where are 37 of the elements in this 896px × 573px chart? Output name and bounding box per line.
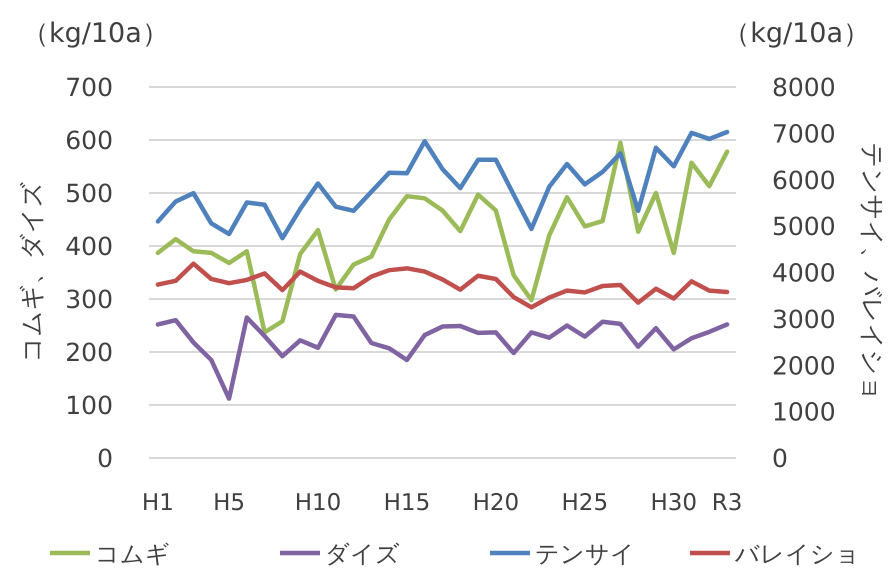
x-tick-label: H1 bbox=[142, 490, 174, 516]
x-tick-label: H20 bbox=[472, 490, 520, 516]
line-series bbox=[156, 130, 730, 240]
legend-label: テンサイ bbox=[535, 540, 635, 568]
y2-tick-label: 6000 bbox=[772, 166, 836, 195]
legend-label: ダイズ bbox=[325, 540, 400, 568]
legend-label: バレイショ bbox=[734, 540, 860, 568]
y-tick-label: 600 bbox=[65, 126, 113, 155]
text: （kg/10a） bbox=[22, 18, 169, 49]
y-tick-label: 700 bbox=[65, 73, 113, 102]
x-tick-label: R3 bbox=[712, 490, 742, 516]
y2-tick-label: 1000 bbox=[772, 398, 836, 427]
y2-tick-label: 4000 bbox=[772, 258, 836, 288]
y-tick-label: 300 bbox=[65, 285, 113, 314]
line-series bbox=[156, 312, 730, 401]
y2-tick-label: 2000 bbox=[772, 351, 836, 380]
y2-tick-label: 3000 bbox=[772, 304, 836, 334]
y-tick-label: 500 bbox=[65, 179, 113, 208]
y-tick-label: 400 bbox=[65, 232, 113, 261]
y2-tick-label: 7000 bbox=[772, 119, 836, 148]
y-tick-label: 0 bbox=[97, 444, 113, 473]
text: （kg/10a） bbox=[723, 18, 870, 49]
y2-tick-label: 5000 bbox=[772, 212, 836, 242]
x-tick-label: H30 bbox=[650, 490, 698, 516]
y2-axis-title: テンサイ、バレイショ bbox=[858, 142, 887, 402]
y-tick-label: 200 bbox=[65, 338, 113, 367]
y-tick-label: 100 bbox=[65, 391, 113, 420]
legend-label: コムギ bbox=[95, 540, 170, 568]
y-axis-title: コムギ、ダイズ bbox=[17, 182, 46, 362]
x-tick-label: H10 bbox=[294, 490, 342, 516]
x-tick-label: H15 bbox=[384, 490, 430, 516]
x-tick-label: H25 bbox=[562, 490, 608, 516]
x-tick-label: H5 bbox=[213, 490, 246, 516]
y2-tick-label: 8000 bbox=[772, 73, 836, 102]
y2-tick-label: 0 bbox=[772, 444, 788, 473]
line-series bbox=[156, 261, 730, 310]
line-series bbox=[156, 140, 730, 335]
